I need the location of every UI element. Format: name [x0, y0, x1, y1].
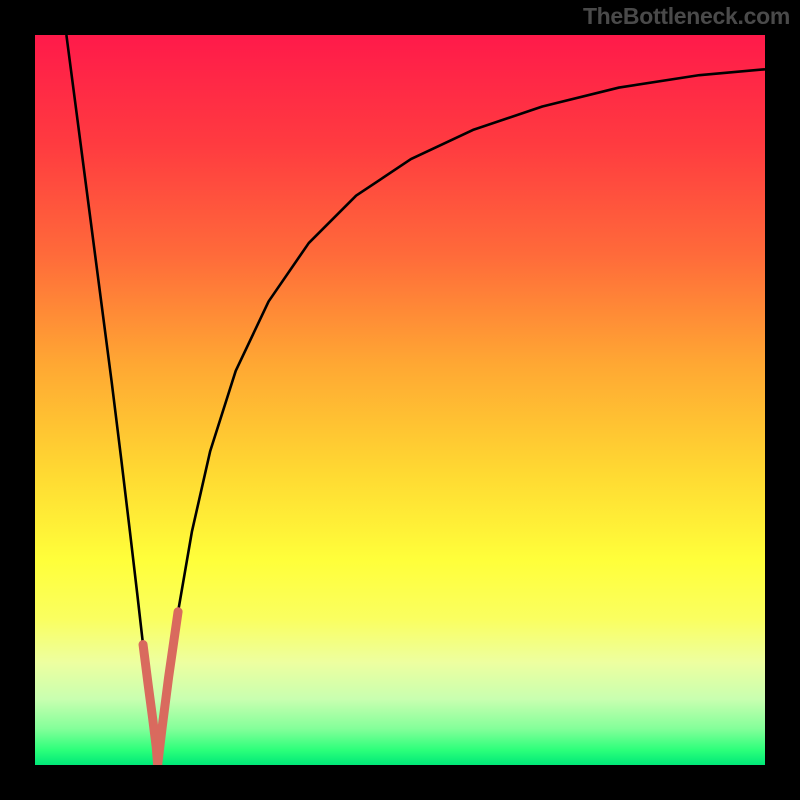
bottleneck-chart [0, 0, 800, 800]
watermark-text: TheBottleneck.com [583, 3, 790, 30]
chart-root: TheBottleneck.com [0, 0, 800, 800]
